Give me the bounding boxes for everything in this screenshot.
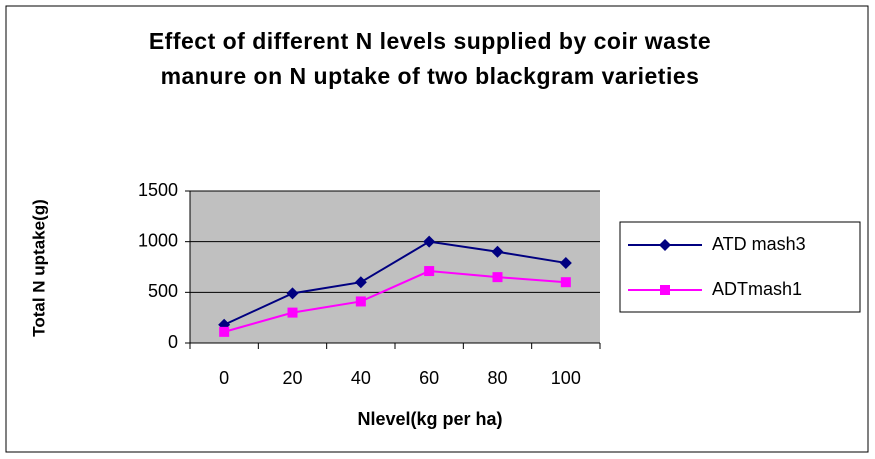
y-axis-label: Total N uptake(g) xyxy=(29,199,48,337)
x-tick-label: 40 xyxy=(351,368,371,388)
chart-title: Effect of different N levels supplied by… xyxy=(148,28,712,89)
marker xyxy=(355,296,366,307)
legend-box xyxy=(619,221,861,313)
legend-marker xyxy=(660,285,670,295)
x-tick-label: 20 xyxy=(282,368,302,388)
y-tick-label: 1000 xyxy=(138,230,178,250)
x-tick-label: 100 xyxy=(551,368,581,388)
x-tick-label: 80 xyxy=(487,368,507,388)
x-axis-label: Nlevel(kg per ha) xyxy=(357,409,502,429)
legend-label: ADTmash1 xyxy=(712,279,802,299)
marker xyxy=(286,287,299,300)
marker xyxy=(560,277,571,288)
marker xyxy=(559,256,572,269)
y-tick-label: 0 xyxy=(168,332,178,352)
legend-marker xyxy=(659,239,671,251)
marker xyxy=(219,326,230,337)
series-line xyxy=(223,270,566,333)
marker xyxy=(492,272,503,283)
marker xyxy=(287,307,298,318)
series-line xyxy=(223,240,566,326)
x-tick-label: 60 xyxy=(419,368,439,388)
marker xyxy=(424,266,435,277)
y-tick-label: 1500 xyxy=(138,180,178,200)
marker xyxy=(491,245,504,258)
x-tick-label: 0 xyxy=(219,368,229,388)
legend-label: ATD mash3 xyxy=(712,234,806,254)
marker xyxy=(354,276,367,289)
plot-area xyxy=(190,191,600,343)
y-tick-label: 500 xyxy=(148,281,178,301)
marker xyxy=(423,235,436,248)
